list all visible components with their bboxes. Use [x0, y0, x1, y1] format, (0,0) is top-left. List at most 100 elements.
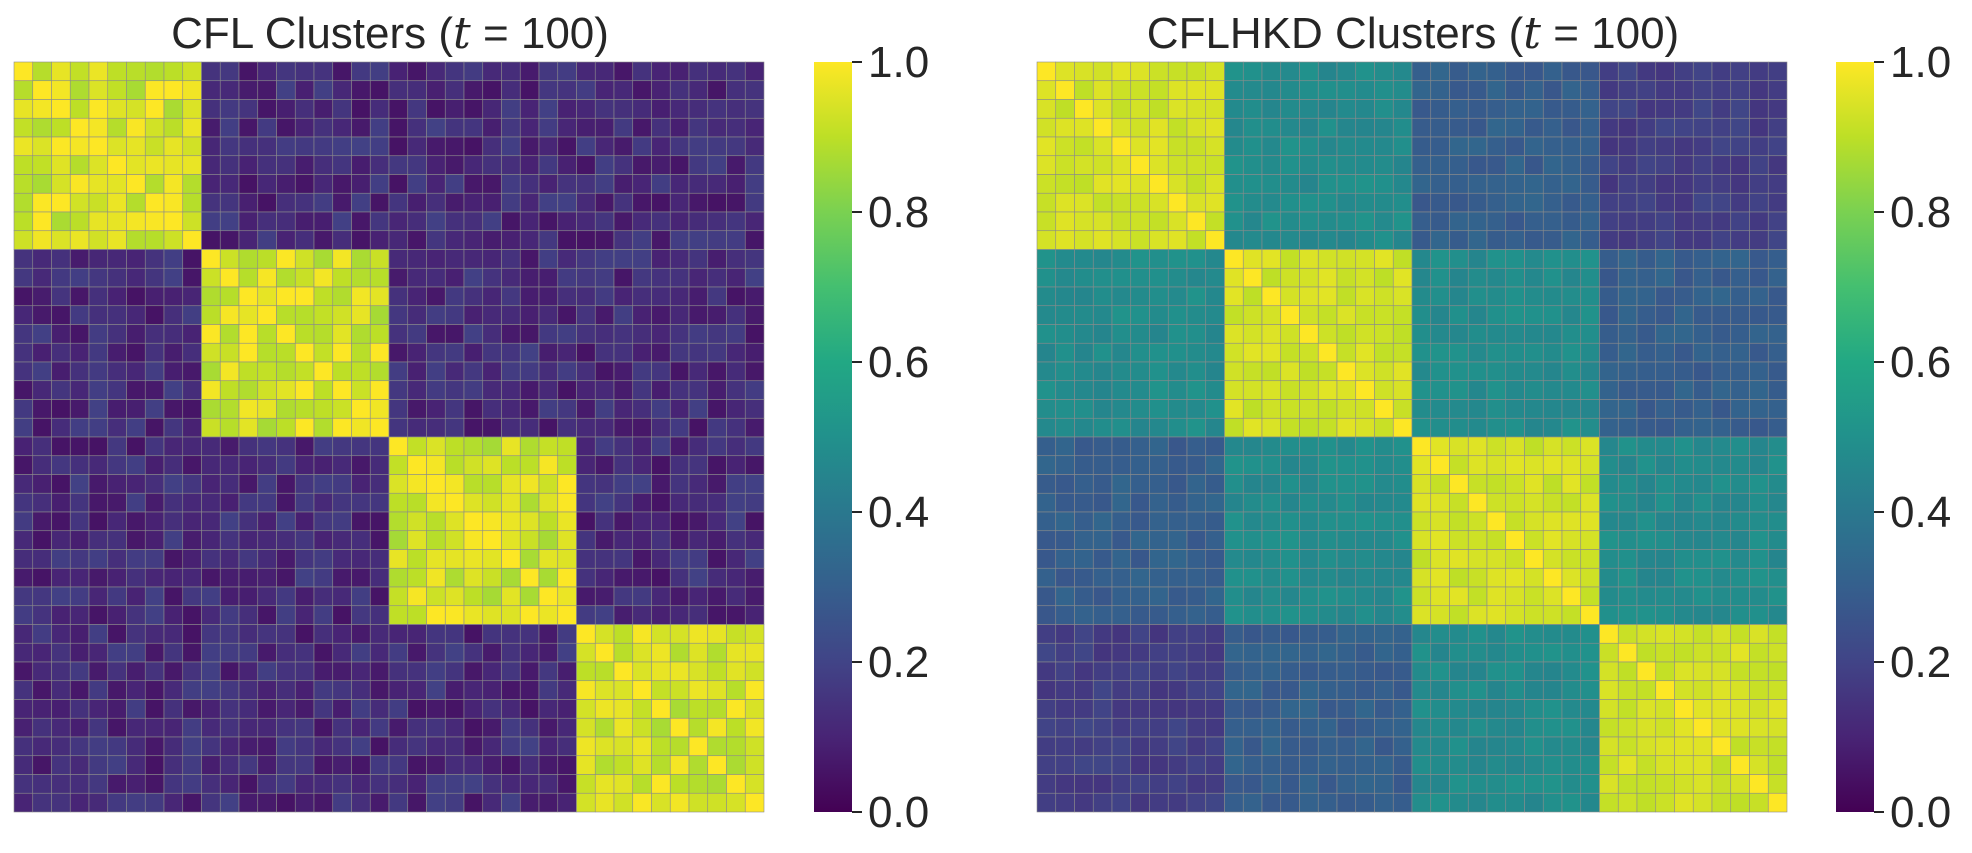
heatmap-cell [1224, 717, 1244, 738]
heatmap-cell [501, 211, 521, 232]
heatmap-cell [407, 436, 427, 457]
heatmap-cell [482, 286, 502, 307]
heatmap-cell [1092, 717, 1113, 738]
heatmap-cell [482, 61, 502, 82]
heatmap-cell [1299, 117, 1319, 138]
heatmap-cell [294, 380, 315, 400]
heatmap-cell [1467, 230, 1488, 250]
heatmap-cell [1561, 680, 1582, 700]
heatmap-cell [369, 661, 390, 682]
heatmap-cell [219, 624, 240, 644]
heatmap-cell [88, 567, 109, 588]
heatmap-cell [1167, 399, 1188, 419]
heatmap-cell [1392, 567, 1413, 588]
heatmap-cell [576, 774, 596, 794]
heatmap-cell [1074, 567, 1094, 588]
heatmap-cell [388, 474, 409, 494]
heatmap-cell [1392, 511, 1413, 532]
colorbar-tick-label: 0.2 [1890, 638, 1951, 687]
heatmap-cell [182, 605, 202, 625]
heatmap-cell [1505, 586, 1525, 607]
heatmap-cell [1374, 736, 1394, 757]
heatmap-cell [1636, 605, 1657, 625]
heatmap-cell [1767, 249, 1788, 269]
heatmap-cell [651, 680, 671, 700]
heatmap-cell [1524, 399, 1544, 419]
heatmap-cell [1730, 549, 1750, 569]
heatmap-cell [632, 136, 652, 157]
heatmap-cell [1674, 361, 1694, 382]
heatmap-cell [538, 717, 559, 738]
heatmap-cell [1355, 661, 1375, 682]
heatmap-cell [32, 642, 52, 663]
heatmap-cell [707, 211, 727, 232]
heatmap-cell [1524, 155, 1544, 175]
heatmap-cell [1299, 136, 1319, 157]
heatmap-cell [688, 117, 709, 138]
heatmap-cell [538, 436, 559, 457]
heatmap-cell [1580, 230, 1600, 250]
heatmap-cell [1336, 605, 1357, 625]
heatmap-cell [388, 492, 409, 513]
heatmap-cell [313, 99, 334, 119]
heatmap-cell [51, 324, 71, 344]
heatmap-cell [1486, 305, 1507, 325]
heatmap-cell [576, 155, 596, 175]
heatmap-cell [1392, 249, 1413, 269]
heatmap-cell [632, 342, 652, 363]
heatmap-cell [1374, 361, 1394, 382]
heatmap-cell [1524, 530, 1544, 550]
heatmap-cell [1580, 286, 1600, 307]
heatmap-cell [707, 399, 727, 419]
heatmap-cell [1430, 567, 1450, 588]
heatmap-cell [1505, 455, 1525, 475]
heatmap-cell [1411, 567, 1432, 588]
heatmap-cell [1749, 61, 1769, 82]
heatmap-cell [313, 267, 334, 288]
heatmap-cell [1374, 230, 1394, 250]
heatmap-cell [407, 230, 427, 250]
heatmap-cell [1767, 605, 1788, 625]
heatmap-cell [1299, 549, 1319, 569]
heatmap-cell [519, 286, 540, 307]
heatmap-cell [1167, 567, 1188, 588]
heatmap-cell [1524, 755, 1544, 775]
heatmap-cell [238, 417, 259, 438]
heatmap-cell [1149, 624, 1169, 644]
heatmap-cell [632, 286, 652, 307]
heatmap-cell [1149, 174, 1169, 194]
heatmap-cell [1542, 380, 1563, 400]
heatmap-cell [1449, 399, 1469, 419]
heatmap-cell [1261, 286, 1282, 307]
heatmap-cell [1692, 717, 1713, 738]
heatmap-cell [1355, 474, 1375, 494]
heatmap-cell [1074, 586, 1094, 607]
heatmap-cell [1036, 549, 1057, 569]
heatmap-cell [463, 230, 484, 250]
heatmap-cell [1580, 586, 1600, 607]
heatmap-cell [1655, 80, 1675, 100]
heatmap-cell [332, 99, 352, 119]
heatmap-cell [107, 380, 127, 400]
heatmap-cell [369, 417, 390, 438]
heatmap-cell [126, 699, 146, 719]
heatmap-cell [726, 380, 746, 400]
heatmap-cell [1205, 399, 1225, 419]
heatmap-cell [1036, 286, 1057, 307]
heatmap-cell [557, 474, 577, 494]
heatmap-cell [182, 136, 202, 157]
heatmap-cell [1036, 136, 1057, 157]
heatmap-cell [257, 61, 277, 82]
heatmap-cell [1074, 80, 1094, 100]
heatmap-cell [69, 455, 90, 475]
heatmap-cell [1186, 136, 1207, 157]
heatmap-cell [1167, 155, 1188, 175]
heatmap-cell [576, 492, 596, 513]
heatmap-cell [276, 530, 296, 550]
heatmap-cell [1449, 774, 1469, 794]
heatmap-cell [1430, 511, 1450, 532]
heatmap-cell [444, 61, 465, 82]
heatmap-cell [1561, 286, 1582, 307]
heatmap-cell [1411, 661, 1432, 682]
heatmap-cell [388, 717, 409, 738]
